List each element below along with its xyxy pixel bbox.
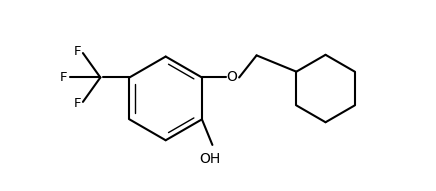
Text: F: F <box>60 71 68 84</box>
Text: O: O <box>227 70 238 84</box>
Text: OH: OH <box>199 152 220 167</box>
Text: F: F <box>73 45 81 58</box>
Text: F: F <box>73 97 81 110</box>
